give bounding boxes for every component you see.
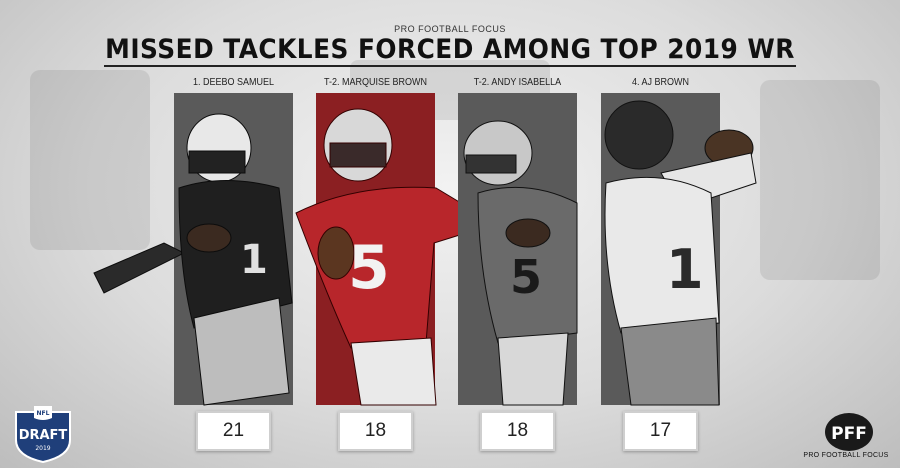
- background-watermark: [30, 60, 880, 280]
- stat-value: 17: [623, 411, 698, 451]
- pff-brand-name: PRO FOOTBALL FOCUS: [803, 452, 889, 459]
- player-column-3: T-2. ANDY ISABELLA 5 18: [458, 77, 578, 451]
- player-photo: 5: [458, 93, 578, 406]
- player-photo: 5: [295, 93, 467, 406]
- player-rank-label: T-2. ANDY ISABELLA: [473, 77, 562, 88]
- player-column-1: 1. DEEBO SAMUEL 1 21: [93, 77, 293, 451]
- pff-logo: PFF: [825, 413, 873, 451]
- kicker: PRO FOOTBALL FOCUS: [394, 24, 506, 34]
- svg-text:1: 1: [666, 238, 704, 301]
- player-rank-label: 1. DEEBO SAMUEL: [192, 77, 275, 88]
- svg-text:5: 5: [348, 233, 390, 303]
- title-divider: [104, 65, 796, 67]
- svg-text:NFL: NFL: [37, 410, 50, 417]
- svg-text:DRAFT: DRAFT: [19, 428, 68, 443]
- stat-value: 21: [196, 411, 271, 451]
- svg-text:PFF: PFF: [831, 424, 867, 444]
- page-title: MISSED TACKLES FORCED AMONG TOP 2019 WR: [105, 34, 795, 65]
- player-column-2: T-2. MARQUISE BROWN 5 18: [295, 77, 467, 451]
- svg-text:5: 5: [510, 250, 542, 304]
- nfl-draft-logo: NFL DRAFT 2019: [15, 406, 71, 464]
- player-column-4: 4. AJ BROWN 1 17: [601, 77, 757, 451]
- player-panel: 1: [601, 93, 757, 406]
- stat-value: 18: [480, 411, 555, 451]
- player-rank-label: 4. AJ BROWN: [631, 77, 690, 88]
- player-photo: 1: [93, 93, 293, 406]
- svg-text:2019: 2019: [35, 445, 50, 452]
- player-photo: 1: [601, 93, 757, 406]
- player-panel: 1: [93, 93, 293, 406]
- player-panel: 5: [458, 93, 578, 406]
- svg-text:1: 1: [240, 237, 268, 283]
- player-rank-label: T-2. MARQUISE BROWN: [323, 77, 427, 88]
- player-panel: 5: [295, 93, 467, 406]
- stat-value: 18: [338, 411, 413, 451]
